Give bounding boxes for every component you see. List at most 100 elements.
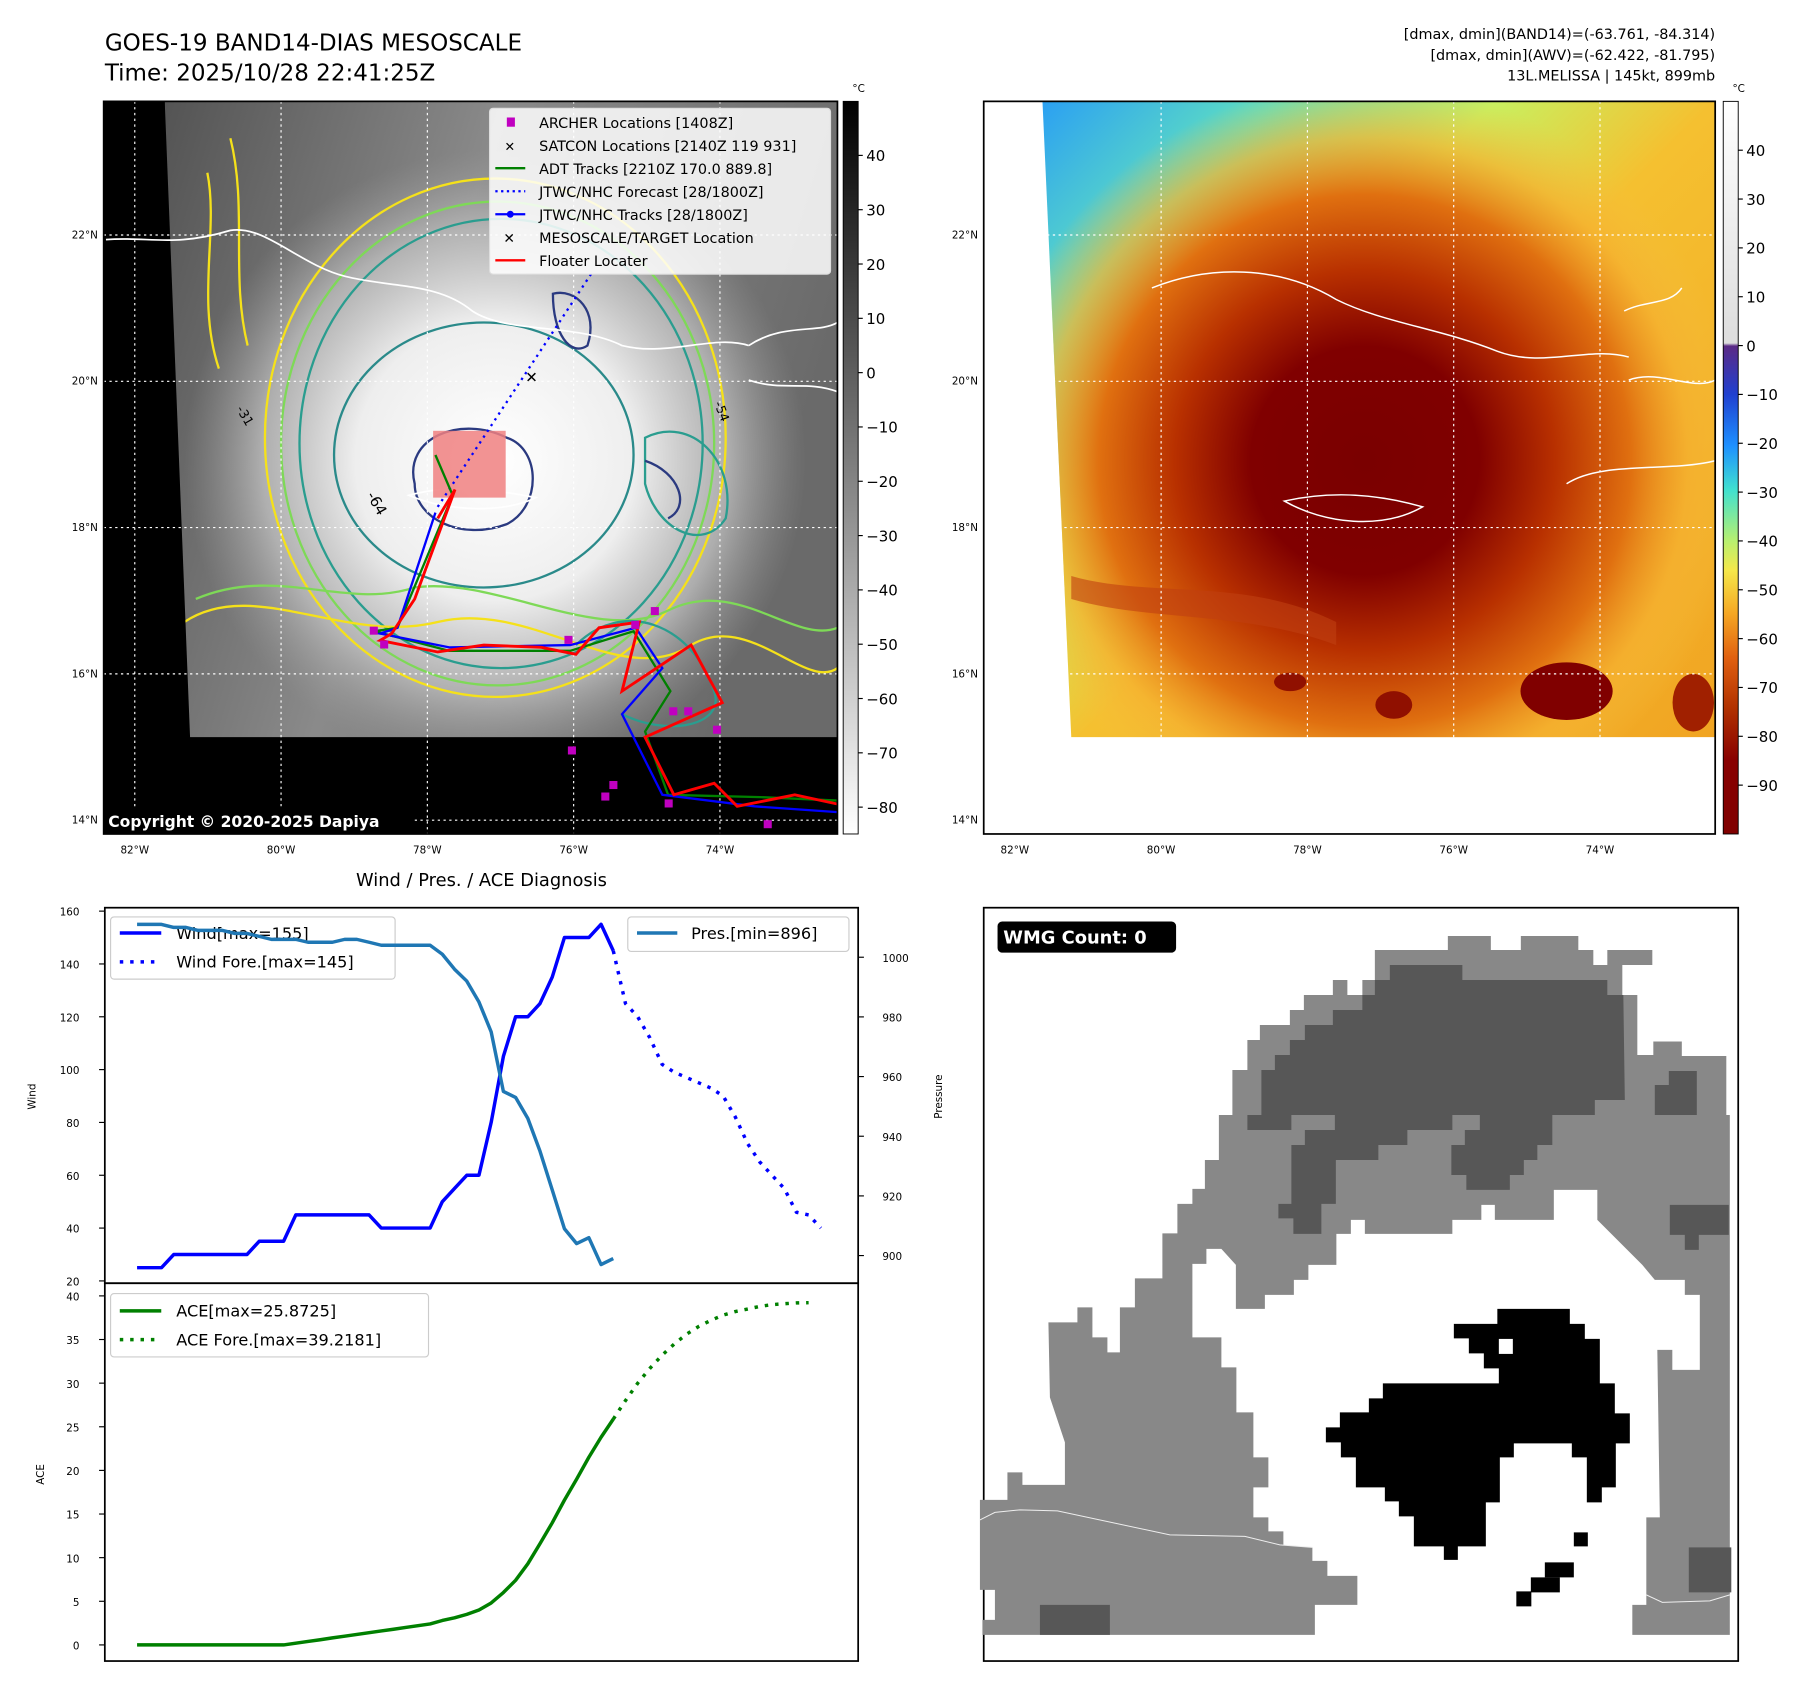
y-tick-label: 140 (60, 960, 80, 972)
colorbar-tick-label: −30 (866, 527, 898, 545)
storm-tracks: ✕ (369, 270, 838, 829)
lon-label: 76°W (559, 845, 588, 857)
lat-label: 22°N (952, 229, 978, 241)
colorbar-tick-label: −60 (866, 690, 898, 708)
y-tick-label: 20 (66, 1277, 79, 1289)
colorbar-tick-label: 30 (1746, 191, 1765, 209)
floater-track (376, 488, 838, 808)
target-legend-icon: ✕ (503, 231, 515, 247)
y-tick-label: 120 (60, 1012, 80, 1024)
y-right-tick-label: 1000 (882, 953, 908, 965)
lon-label: 78°W (1293, 845, 1322, 857)
legend-label: MESOSCALE/TARGET Location (539, 231, 754, 247)
y-tick-label: 35 (66, 1335, 79, 1347)
lon-label: 82°W (1001, 845, 1030, 857)
lat-label: 20°N (72, 376, 98, 388)
floater-box (433, 430, 506, 498)
lat-label: 20°N (952, 376, 978, 388)
lon-label: 76°W (1439, 845, 1468, 857)
lon-label: 78°W (413, 845, 442, 857)
legend-label: JTWC/NHC Tracks [28/1800Z] (538, 208, 748, 224)
y-tick-label: 25 (66, 1422, 79, 1434)
map-legend: ✕ ✕ ARCHER Locations [1408Z] SATCON Loca… (488, 107, 832, 275)
y-right-tick-label: 900 (882, 1251, 902, 1263)
series-line-ace-fore- (611, 1300, 809, 1421)
y-tick-label: 40 (66, 1291, 79, 1303)
colorbar-tick-label: −20 (866, 473, 898, 491)
archer-markers (369, 607, 772, 829)
y-right-tick-label: 960 (882, 1072, 902, 1084)
y-right-tick-label: 920 (882, 1192, 902, 1204)
lat-label: 14°N (952, 815, 978, 827)
colorbar-tick-label: −70 (1746, 679, 1778, 697)
forecast-track (436, 270, 595, 508)
legend-label: JTWC/NHC Forecast [28/1800Z] (538, 185, 763, 201)
wmg-panel: WMG Count: 0 (979, 906, 1740, 1662)
colorbar-tick-label: −40 (1746, 533, 1778, 551)
wind-pressure-chart: 160 140 120 100 80 60 40 20 1000 980 960 940 920 900 W… (27, 907, 946, 1289)
y-axis-label: Wind (27, 1084, 39, 1110)
y-tick-label: 100 (60, 1065, 80, 1077)
lat-label: 14°N (72, 815, 98, 827)
lon-label: 74°W (1586, 845, 1615, 857)
colorbar-unit: °C (852, 83, 864, 95)
lat-label: 16°N (952, 668, 978, 680)
colorbar-right: °C 40 30 20 10 0 −10 −20 −30 −40 −50 −60 −70 −80 −90 (1722, 83, 1778, 835)
ir-map: -64 -54 -31 ✕ ✕ (102, 100, 839, 835)
colorbar-left: °C 40 30 20 10 0 −10 −20 −30 −40 −50 −60 −70 −80 (842, 83, 898, 835)
y-right-tick-label: 940 (882, 1132, 902, 1144)
ace-legend (110, 1293, 430, 1358)
target-marker-icon: ✕ (525, 368, 538, 386)
colorbar-tick-label: −80 (866, 799, 898, 817)
adt-track (374, 454, 838, 802)
y-tick-label: 30 (66, 1379, 79, 1391)
y-tick-label: 160 (60, 907, 80, 919)
lon-label: 80°W (267, 845, 296, 857)
y-tick-label: 80 (66, 1118, 79, 1130)
legend-label: Pres.[min=896] (691, 924, 817, 943)
wmg-count: WMG Count: 0 (1003, 927, 1146, 948)
legend-label: ACE Fore.[max=39.2181] (176, 1330, 381, 1349)
awv-range: [dmax, dmin](AWV)=(-62.422, -81.795) (1430, 48, 1715, 64)
colorbar-tick-label: 20 (1746, 240, 1765, 258)
colorbar-tick-label: −20 (1746, 435, 1778, 453)
lat-label: 22°N (72, 229, 98, 241)
colorbar-tick-label: 30 (866, 201, 885, 219)
colorbar-tick-label: 10 (1746, 288, 1765, 306)
wmg-count-badge (997, 921, 1177, 953)
lat-label: 18°N (952, 522, 978, 534)
colorbar-tick-label: −30 (1746, 484, 1778, 502)
lat-label: 16°N (72, 668, 98, 680)
y-right-axis-label: Pressure (933, 1074, 945, 1118)
awv-map (982, 100, 1717, 835)
plot-frame (103, 1282, 860, 1662)
pressure-legend (627, 916, 850, 953)
map-grid (983, 101, 1716, 834)
colorbar-tick-label: −40 (866, 582, 898, 600)
lat-label: 18°N (72, 522, 98, 534)
y-tick-label: 5 (73, 1597, 80, 1609)
copyright-box (103, 806, 415, 834)
colorbar-tick-label: −50 (866, 636, 898, 654)
figure-time: Time: 2025/10/28 22:41:25Z (104, 61, 436, 87)
wind-legend (110, 916, 396, 980)
series-line-ace (137, 1418, 615, 1647)
legend-label: Floater Locater (539, 254, 648, 270)
band14-range: [dmax, dmin](BAND14)=(-63.761, -84.314) (1404, 27, 1715, 43)
colorbar-tick-label: −10 (866, 419, 898, 437)
archer-legend-icon (506, 117, 515, 127)
series-line-pres- (137, 922, 615, 1267)
lon-label: 74°W (706, 845, 735, 857)
y-tick-label: 60 (66, 1171, 79, 1183)
colorbar-tick-label: −90 (1746, 777, 1778, 795)
colorbar-tick-label: 40 (1746, 142, 1765, 160)
storm-info: 13L.MELISSA | 145kt, 899mb (1507, 69, 1715, 85)
legend-label: ACE[max=25.8725] (176, 1302, 336, 1321)
series-line-wind (137, 922, 615, 1270)
awv-imagery (1042, 101, 1716, 738)
colorbar-tick-label: 0 (1746, 337, 1756, 355)
lon-label: 80°W (1147, 845, 1176, 857)
y-right-tick-label: 980 (882, 1013, 902, 1025)
colorbar-tick-label: 0 (866, 364, 876, 382)
